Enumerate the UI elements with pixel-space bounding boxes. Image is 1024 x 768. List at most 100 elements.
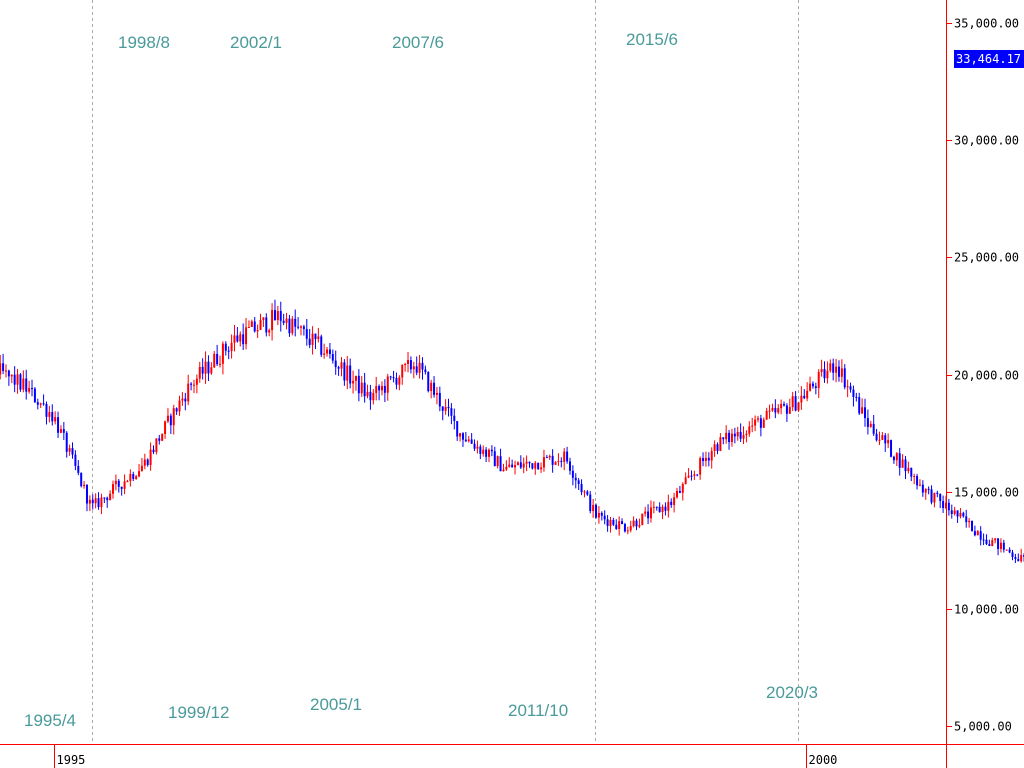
x-tick-label: 1995 (57, 753, 86, 767)
candle-body (973, 531, 976, 536)
candle-body (418, 362, 421, 373)
candle-body (85, 484, 88, 504)
candle-body (291, 318, 294, 334)
candle-body (962, 512, 965, 517)
candle-body (473, 443, 476, 449)
candle-body (649, 507, 652, 519)
candle-body (88, 499, 91, 504)
candle-body (1017, 558, 1020, 562)
candle-body (988, 543, 991, 546)
candle-body (623, 524, 626, 532)
candle-body (343, 362, 346, 381)
candle-body (282, 320, 285, 323)
candle-body (415, 366, 418, 373)
candle-body (849, 386, 852, 390)
candle-body (305, 329, 308, 339)
candle-body (748, 426, 751, 434)
candle-body (288, 318, 291, 334)
candle-body (320, 336, 323, 355)
event-annotations: 1995/4 1998/8 1999/12 2002/1 2005/1 2007/6 201… (24, 30, 818, 730)
candle-body (904, 459, 907, 472)
candle-body (716, 444, 719, 451)
candle-body (74, 454, 77, 466)
candle-body (233, 335, 236, 343)
candle-body (100, 497, 103, 508)
candle-body (16, 374, 19, 385)
candle-body (742, 435, 745, 439)
candle-body (722, 437, 725, 440)
event-label: 2002/1 (230, 33, 282, 52)
candle-body (2, 363, 5, 371)
candle-body (976, 531, 979, 536)
candle-body (696, 474, 699, 476)
candle-body (242, 334, 245, 345)
candle-body (534, 462, 537, 469)
candle-body (855, 396, 858, 398)
candle-body (586, 491, 589, 495)
candle-body (719, 437, 722, 451)
candle-body (606, 519, 609, 526)
candle-body (615, 524, 618, 530)
candle-body (311, 333, 314, 345)
candle-body (363, 382, 366, 397)
y-tick-label: 10,000.00 (954, 603, 1019, 617)
candle-body (482, 449, 485, 454)
candle-body (198, 366, 201, 379)
candle-body (892, 456, 895, 461)
candle-body (765, 410, 768, 420)
candle-body (149, 449, 152, 465)
candle-body (210, 367, 213, 374)
candle-body (207, 361, 210, 374)
candle-body (942, 501, 945, 509)
candle-body (583, 491, 586, 493)
candle-body (380, 386, 383, 391)
candle-body (545, 457, 548, 459)
candle-body (678, 490, 681, 493)
candle-body (924, 488, 927, 493)
candle-body (294, 318, 297, 327)
candle-body (887, 440, 890, 444)
candle-body (846, 386, 849, 388)
candle-body (48, 412, 51, 417)
candle-body (944, 502, 947, 509)
candle-body (684, 477, 687, 484)
candle-body (407, 360, 410, 364)
candle-body (603, 515, 606, 520)
candle-body (768, 410, 771, 412)
candle-body (522, 463, 525, 468)
candle-body (389, 376, 392, 378)
candle-body (369, 391, 372, 401)
candle-body (166, 415, 169, 422)
candle-body (91, 499, 94, 504)
candle-body (1020, 555, 1023, 562)
candle-body (499, 456, 502, 472)
candle-body (129, 473, 132, 482)
candle-body (820, 369, 823, 373)
candle-body (918, 484, 921, 486)
candle-body (360, 382, 363, 394)
candle-body (901, 459, 904, 468)
candle-body (947, 502, 950, 511)
candle-body (349, 365, 352, 384)
candle-body (265, 317, 268, 333)
candle-body (33, 388, 36, 403)
candle-body (861, 407, 864, 414)
candle-body (470, 439, 473, 444)
candle-body (641, 513, 644, 525)
candle-body (548, 456, 551, 458)
candle-body (673, 497, 676, 506)
candle-body (551, 456, 554, 465)
candle-body (832, 363, 835, 373)
candle-body (1002, 542, 1005, 550)
candle-body (123, 481, 126, 489)
candle-body (1014, 557, 1017, 559)
candle-body (496, 456, 499, 467)
candle-body (560, 460, 563, 462)
candle-body (817, 372, 820, 388)
candle-body (991, 540, 994, 546)
candle-body (595, 504, 598, 518)
candle-body (164, 421, 167, 434)
candle-body (65, 432, 68, 452)
